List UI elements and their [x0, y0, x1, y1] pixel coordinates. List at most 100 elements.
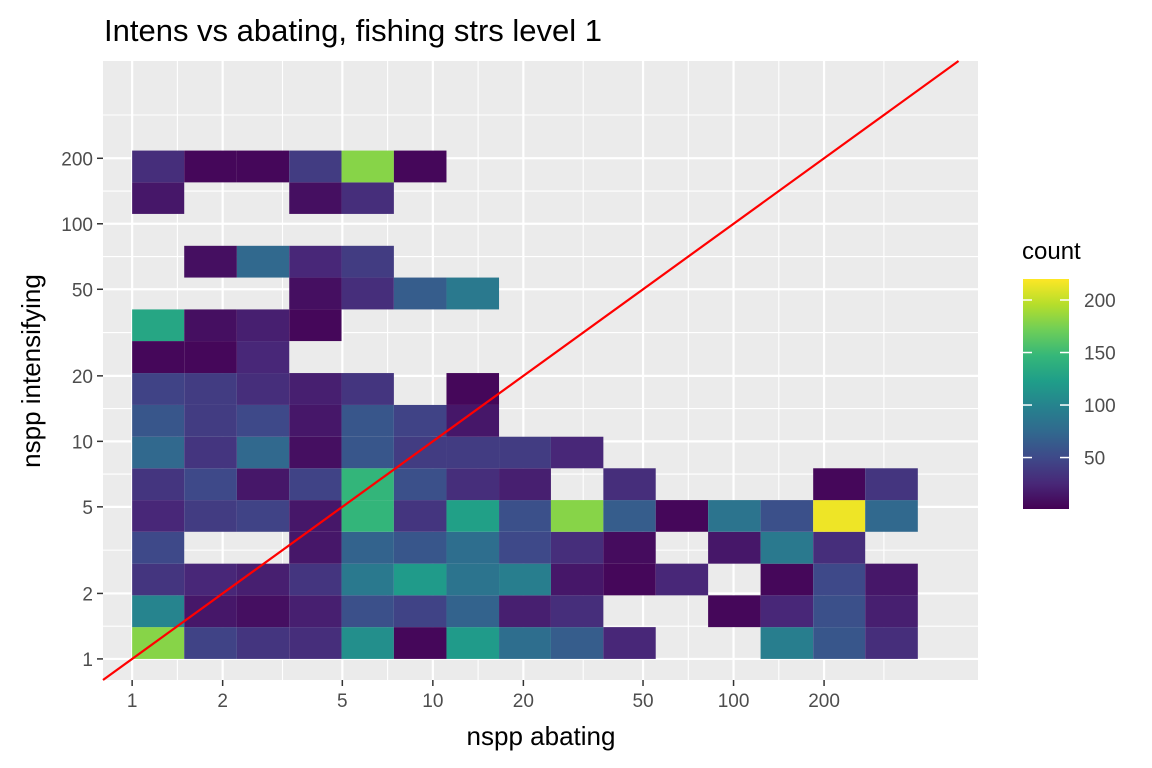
heatmap-cell: [184, 341, 237, 374]
heatmap-cell: [499, 563, 551, 596]
heatmap-cell: [499, 468, 551, 501]
heatmap-cell: [813, 563, 866, 596]
heatmap-cell: [236, 341, 290, 374]
heatmap-cell: [813, 468, 866, 501]
heatmap-cell: [132, 468, 185, 501]
heatmap-cell: [184, 563, 237, 596]
heatmap-cell: [184, 468, 237, 501]
heatmap-cell: [132, 500, 185, 532]
heatmap-cell: [236, 373, 290, 405]
heatmap-cell: [236, 245, 290, 278]
heatmap-cell: [132, 595, 185, 628]
heatmap-cell: [393, 468, 447, 501]
heatmap-cell: [603, 563, 656, 596]
heatmap-cell: [446, 404, 500, 437]
heatmap-cell: [289, 373, 342, 405]
heatmap-cell: [603, 468, 656, 501]
heatmap-cell: [184, 245, 237, 278]
heatmap-cell: [236, 500, 290, 532]
heatmap-cell: [341, 531, 394, 564]
heatmap-cell: [865, 627, 918, 659]
heatmap-cell: [603, 531, 656, 564]
y-axis: 1 2 5 10 20 50 100 200: [61, 149, 103, 671]
heatmap-cell: [760, 595, 814, 628]
x-tick-label: 1: [127, 691, 138, 712]
heatmap-cell: [184, 500, 237, 532]
heatmap-cell: [813, 627, 866, 659]
heatmap-cell: [760, 531, 814, 564]
y-tick-label: 200: [61, 149, 93, 170]
heatmap-cell: [446, 531, 500, 564]
heatmap-cell: [289, 595, 342, 628]
heatmap-cell: [341, 150, 394, 183]
y-axis-title: nspp intensifying: [16, 274, 46, 468]
heatmap-cell: [289, 563, 342, 596]
heatmap-cell: [236, 595, 290, 628]
heatmap-cell: [550, 500, 604, 532]
heatmap-cell: [393, 150, 447, 183]
color-legend: count 50 100 150 200: [1022, 238, 1116, 509]
heatmap-cell: [132, 404, 185, 437]
heatmap-cell: [603, 500, 656, 532]
heatmap-cell: [446, 468, 500, 501]
heatmap-cell: [550, 627, 604, 659]
heatmap-cell: [289, 309, 342, 342]
heatmap-cell: [289, 436, 342, 469]
heatmap-cell: [499, 436, 551, 469]
heatmap-cell: [393, 404, 447, 437]
heatmap-cell: [708, 500, 761, 532]
legend-label: 50: [1084, 449, 1105, 470]
y-tick-label: 50: [72, 280, 93, 301]
heatmap-cell: [603, 627, 656, 659]
heatmap-cell: [236, 150, 290, 183]
heatmap-cell: [236, 309, 290, 342]
heatmap-cell: [184, 595, 237, 628]
heatmap-cell: [499, 595, 551, 628]
heatmap-cell: [341, 373, 394, 405]
heatmap-cell: [132, 436, 185, 469]
heatmap-cell: [341, 404, 394, 437]
heatmap-cell: [760, 563, 814, 596]
y-tick-label: 20: [72, 367, 93, 388]
y-tick-label: 1: [82, 650, 93, 671]
heatmap-cell: [289, 277, 342, 310]
heatmap-cell: [446, 436, 500, 469]
heatmap-cell: [132, 182, 185, 214]
heatmap-cell: [341, 627, 394, 659]
heatmap-cell: [289, 468, 342, 501]
heatmap-cell: [708, 595, 761, 628]
identity-line: [102, 60, 960, 681]
heatmap-cell: [341, 277, 394, 310]
heatmap-cell: [446, 595, 500, 628]
heatmap-cell: [499, 627, 551, 659]
heatmap-cell: [393, 277, 447, 310]
heatmap-cell: [393, 500, 447, 532]
heatmap-cell: [236, 404, 290, 437]
y-tick-label: 10: [72, 432, 93, 453]
heatmap-cell: [865, 468, 918, 501]
heatmap-cell: [550, 436, 604, 469]
x-tick-label: 200: [808, 691, 840, 712]
x-tick-label: 50: [632, 691, 653, 712]
heatmap-cell: [393, 563, 447, 596]
heatmap-cell: [289, 182, 342, 214]
heatmap-cell: [289, 627, 342, 659]
x-axis-title: nspp abating: [467, 721, 616, 751]
legend-label: 100: [1084, 396, 1116, 417]
heatmap-cell: [236, 627, 290, 659]
heatmap-cell: [184, 150, 237, 183]
legend-colorbar: [1023, 279, 1069, 509]
heatmap-cell: [132, 563, 185, 596]
heatmap-cell: [132, 531, 185, 564]
heatmap-cell: [393, 531, 447, 564]
heatmap-cell: [184, 436, 237, 469]
x-tick-label: 5: [337, 691, 348, 712]
heatmap-cell: [499, 531, 551, 564]
heatmap-cell: [184, 309, 237, 342]
heatmap-cell: [499, 500, 551, 532]
heatmap-cell: [760, 500, 814, 532]
heatmap-cell: [132, 150, 185, 183]
x-tick-label: 20: [513, 691, 534, 712]
x-tick-label: 100: [718, 691, 750, 712]
y-tick-label: 100: [61, 215, 93, 236]
